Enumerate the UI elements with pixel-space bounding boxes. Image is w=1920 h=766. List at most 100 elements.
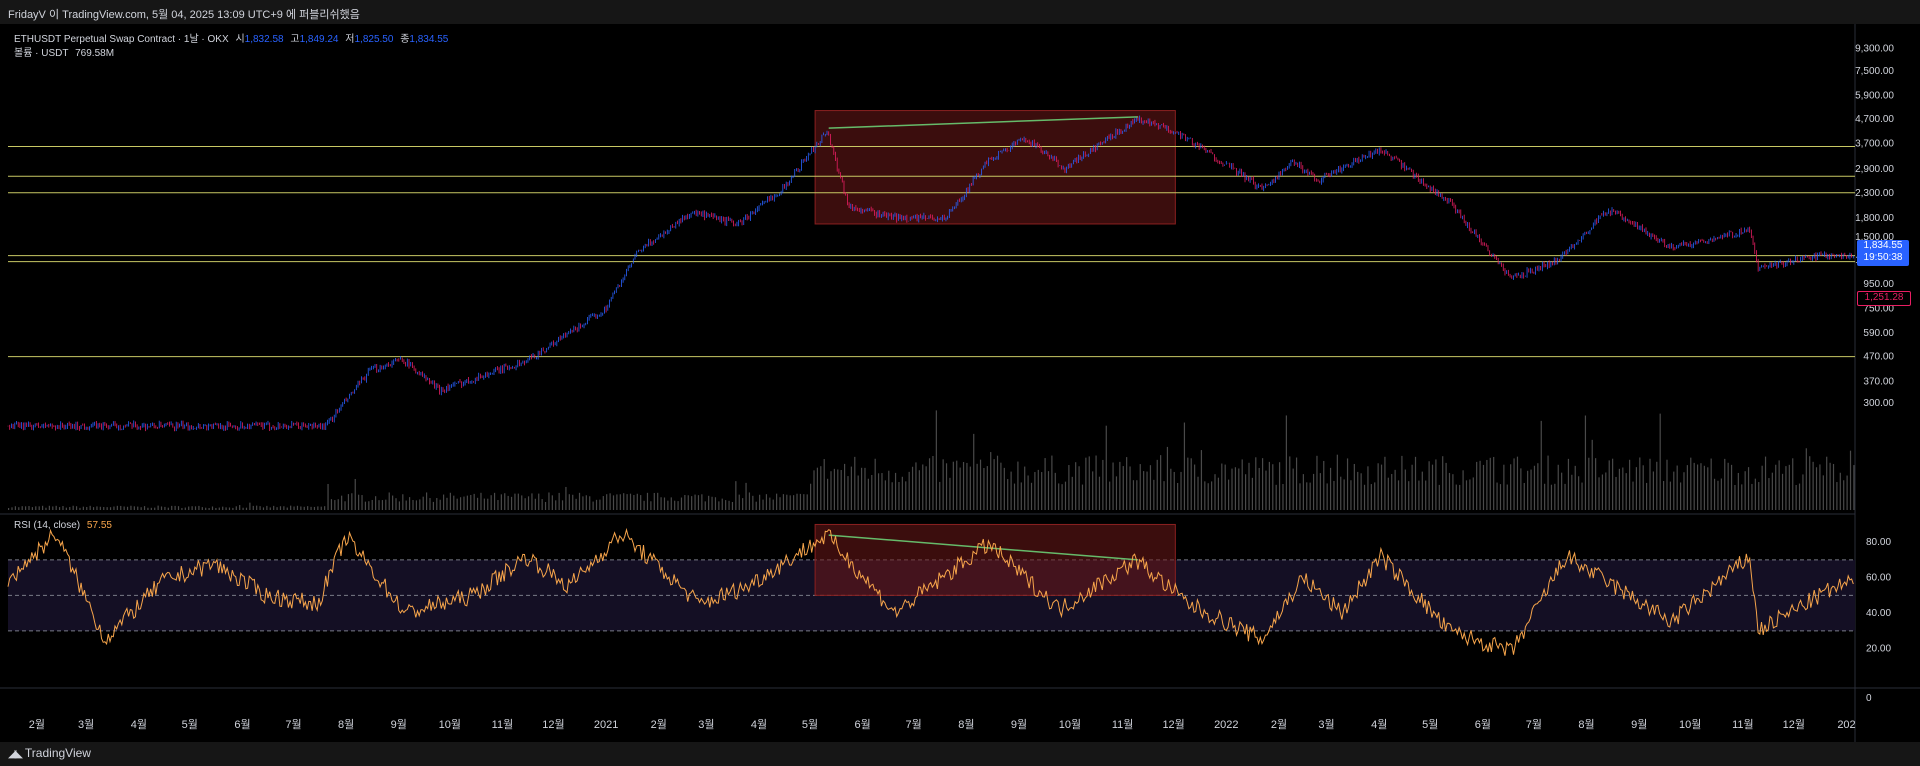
volume-bar bbox=[1177, 482, 1179, 510]
level-price-tag: 1,251.28 bbox=[1857, 291, 1911, 306]
volume-bar bbox=[1479, 460, 1481, 510]
chart-svg[interactable]: 9,300.00 7,500.00 5,900.00 4,700.00 3,700.00… bbox=[0, 24, 1920, 742]
volume-bar bbox=[1646, 482, 1648, 510]
volume-bar bbox=[1013, 483, 1016, 510]
volume-bar bbox=[650, 501, 652, 510]
price-tick-label: 2,900.00 bbox=[1855, 164, 1894, 175]
price-tick-label: 300.00 bbox=[1863, 398, 1894, 409]
volume-bar bbox=[38, 506, 40, 510]
open-label: 시 bbox=[235, 34, 245, 45]
volume-bar bbox=[1377, 463, 1379, 510]
volume-bar bbox=[1367, 466, 1369, 510]
volume-bar bbox=[1115, 476, 1118, 510]
volume-bar bbox=[1228, 479, 1230, 510]
volume-bar bbox=[1679, 482, 1682, 510]
volume-bar bbox=[1394, 469, 1396, 510]
volume-bar bbox=[1102, 459, 1104, 510]
volume-bar bbox=[1836, 482, 1838, 510]
volume-bar bbox=[1737, 472, 1739, 510]
volume-bar bbox=[1785, 466, 1787, 510]
volume-bar bbox=[1054, 472, 1056, 510]
volume-bar bbox=[1047, 471, 1050, 510]
volume-bar bbox=[222, 506, 224, 510]
volume-bar bbox=[1445, 462, 1447, 510]
volume-bar bbox=[1707, 467, 1709, 510]
volume-bar bbox=[976, 463, 978, 510]
volume-bar bbox=[35, 506, 37, 510]
volume-bar bbox=[1734, 484, 1736, 510]
volume-bar bbox=[232, 507, 234, 510]
price-tick-label: 9,300.00 bbox=[1855, 44, 1894, 55]
volume-bar bbox=[1350, 480, 1352, 510]
volume-bar bbox=[990, 452, 992, 510]
volume-bar bbox=[324, 506, 326, 510]
volume-bar bbox=[667, 500, 669, 510]
tradingview-logo[interactable]: ◢◣ TradingView bbox=[8, 746, 91, 760]
volume-bar bbox=[640, 495, 642, 510]
volume-bar bbox=[1544, 483, 1546, 510]
volume-bar bbox=[1557, 464, 1559, 510]
volume-bar bbox=[585, 495, 587, 510]
volume-bar bbox=[1476, 461, 1478, 510]
volume-bar bbox=[351, 493, 353, 510]
volume-bar bbox=[894, 472, 897, 510]
volume-bar bbox=[419, 499, 421, 510]
volume-bar bbox=[742, 498, 744, 510]
volume-bar bbox=[109, 507, 112, 510]
volume-bar bbox=[79, 507, 81, 510]
volume-bar bbox=[660, 497, 662, 510]
volume-bar bbox=[1798, 483, 1801, 510]
volume-bar bbox=[1299, 483, 1301, 510]
volume-bar bbox=[1336, 454, 1338, 510]
volume-bar bbox=[514, 493, 516, 510]
volume-bar bbox=[208, 507, 210, 510]
volume-bar bbox=[599, 499, 601, 510]
volume-bar bbox=[1000, 462, 1002, 510]
volume-bar bbox=[21, 506, 23, 510]
volume-bar bbox=[708, 495, 710, 510]
volume-bar bbox=[140, 507, 142, 510]
volume-bar bbox=[1693, 462, 1695, 510]
last-price: 1,834.55 bbox=[1863, 240, 1903, 251]
volume-bar bbox=[89, 505, 91, 510]
volume-bar bbox=[606, 494, 608, 510]
volume-bar bbox=[531, 493, 533, 510]
volume-bar bbox=[1421, 471, 1423, 510]
volume-bar bbox=[619, 494, 621, 510]
volume-bar bbox=[986, 466, 988, 510]
volume-bar bbox=[939, 481, 941, 510]
volume-bar bbox=[1109, 481, 1111, 510]
volume-bar bbox=[1472, 477, 1474, 510]
volume-bar bbox=[45, 507, 47, 510]
volume-label: 볼륨 · USDT bbox=[14, 48, 69, 59]
volume-bar bbox=[1462, 470, 1464, 510]
volume-bar bbox=[1717, 480, 1719, 510]
volume-bar bbox=[1329, 467, 1332, 510]
volume-bar bbox=[1571, 474, 1573, 510]
volume-bar bbox=[857, 475, 859, 510]
volume-bar bbox=[368, 501, 370, 510]
chart-area[interactable]: 9,300.00 7,500.00 5,900.00 4,700.00 3,700.00… bbox=[0, 24, 1920, 742]
volume-bar bbox=[602, 496, 604, 510]
volume-bar bbox=[1673, 471, 1675, 510]
volume-bar bbox=[1843, 480, 1845, 510]
volume-bar bbox=[347, 494, 350, 510]
volume-bar bbox=[1143, 471, 1145, 510]
volume-bar bbox=[279, 506, 282, 510]
volume-bar bbox=[449, 492, 451, 510]
volume-bar bbox=[1853, 465, 1855, 510]
volume-bar bbox=[779, 497, 781, 510]
volume-bar bbox=[592, 501, 594, 510]
volume-bar bbox=[1319, 473, 1321, 510]
volume-bar bbox=[402, 494, 404, 510]
rsi-label: RSI (14, close) bbox=[14, 520, 81, 531]
volume-bar bbox=[358, 494, 360, 510]
volume-bar bbox=[1112, 462, 1114, 510]
time-tick-label: 8월 bbox=[1578, 718, 1594, 731]
volume-bar bbox=[1333, 480, 1335, 510]
volume-bar bbox=[48, 505, 50, 510]
price-tick-label: 2,300.00 bbox=[1855, 188, 1894, 199]
volume-bar bbox=[1639, 457, 1641, 510]
volume-bar bbox=[731, 501, 734, 510]
volume-bar bbox=[1819, 464, 1821, 510]
